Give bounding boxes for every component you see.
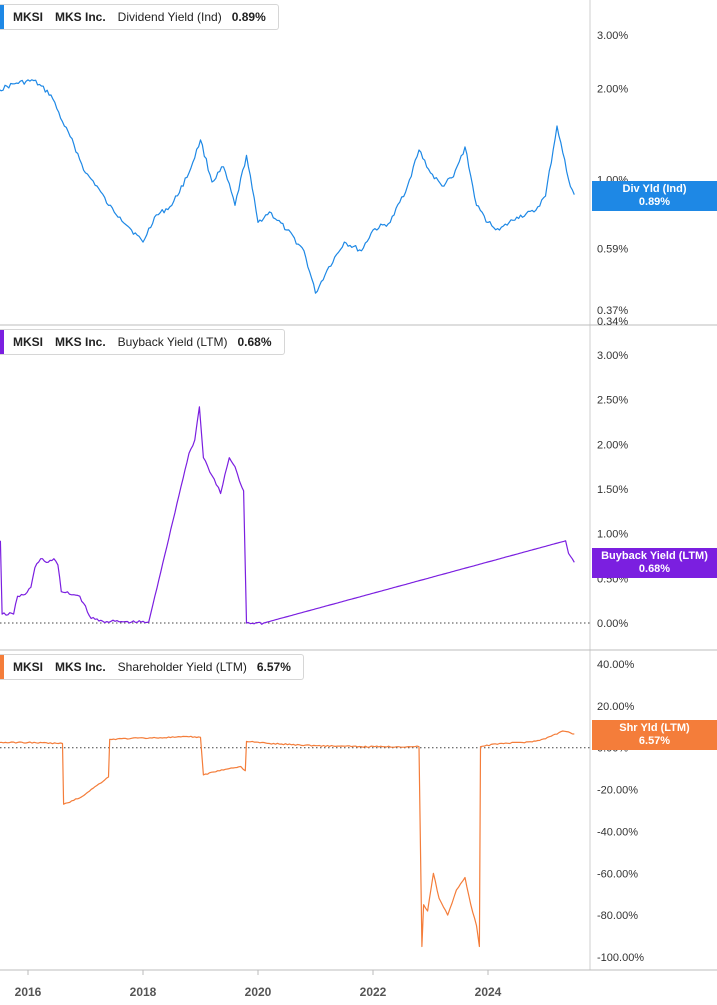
- legend-company: MKS Inc.: [55, 335, 106, 349]
- legend-color-swatch: [0, 330, 4, 354]
- y-tick-label: -100.00%: [597, 952, 644, 964]
- series-lines: [0, 79, 575, 948]
- y-tick-label: 2.50%: [597, 395, 628, 407]
- legend-ticker: MKSI: [13, 10, 43, 24]
- y-tick-label: 0.59%: [597, 244, 628, 256]
- badge-dividend-yield: Div Yld (Ind) 0.89%: [592, 181, 717, 211]
- y-tick-label: 40.00%: [597, 659, 635, 671]
- badge-label: Buyback Yield (LTM): [601, 550, 708, 562]
- badge-value: 0.89%: [638, 196, 671, 208]
- panel-dividers: [0, 0, 717, 971]
- x-tick-label: 2022: [360, 985, 387, 999]
- legend-company: MKS Inc.: [55, 660, 106, 674]
- badge-value: 0.68%: [638, 563, 671, 575]
- legend-value: 6.57%: [256, 660, 291, 674]
- x-tick-label: 2024: [475, 985, 502, 999]
- y-tick-label: -80.00%: [597, 910, 638, 922]
- y-axis-tick-labels: 3.00%2.00%1.00%0.81%0.59%0.37%0.34%3.00%…: [597, 30, 644, 964]
- badge-shareholder-yield: Shr Yld (LTM) 6.57%: [592, 720, 717, 750]
- y-tick-label: 1.50%: [597, 484, 628, 496]
- shareholder-yield-series-line: [0, 730, 575, 948]
- legend-color-swatch: [0, 5, 4, 29]
- y-tick-label: 1.00%: [597, 529, 628, 541]
- legend-company: MKS Inc.: [55, 10, 106, 24]
- y-tick-label: 0.00%: [597, 618, 628, 630]
- legend-metric: Shareholder Yield (LTM): [117, 660, 247, 674]
- dividend-yield-series-line: [0, 79, 575, 294]
- y-tick-label: 0.34%: [597, 316, 628, 328]
- legend-ticker: MKSI: [13, 335, 43, 349]
- legend-metric: Buyback Yield (LTM): [117, 335, 228, 349]
- y-tick-label: 3.00%: [597, 30, 628, 42]
- badge-value: 6.57%: [638, 735, 671, 747]
- buyback-yield-series-line: [0, 406, 575, 625]
- y-tick-label: -20.00%: [597, 785, 638, 797]
- x-tick-label: 2018: [130, 985, 157, 999]
- legend-value: 0.68%: [237, 335, 272, 349]
- legend-metric: Dividend Yield (Ind): [117, 10, 222, 24]
- legend-dividend-yield[interactable]: MKSI MKS Inc. Dividend Yield (Ind) 0.89%: [0, 4, 279, 30]
- legend-ticker: MKSI: [13, 660, 43, 674]
- y-tick-label: -60.00%: [597, 868, 638, 880]
- x-tick-label: 2020: [245, 985, 272, 999]
- badge-label: Div Yld (Ind): [622, 183, 687, 195]
- y-tick-label: 2.00%: [597, 439, 628, 451]
- y-tick-label: 0.37%: [597, 305, 628, 317]
- badge-label: Shr Yld (LTM): [619, 722, 690, 734]
- legend-shareholder-yield[interactable]: MKSI MKS Inc. Shareholder Yield (LTM) 6.…: [0, 654, 304, 680]
- y-tick-label: -40.00%: [597, 826, 638, 838]
- y-tick-label: 20.00%: [597, 701, 635, 713]
- x-tick-label: 2016: [15, 985, 42, 999]
- y-tick-label: 2.00%: [597, 83, 628, 95]
- badge-buyback-yield: Buyback Yield (LTM) 0.68%: [592, 548, 717, 578]
- y-tick-label: 3.00%: [597, 350, 628, 362]
- legend-color-swatch: [0, 655, 4, 679]
- legend-value: 0.89%: [231, 10, 266, 24]
- x-axis-tick-labels: 2016 2018 2020 2022 2024: [15, 970, 502, 999]
- legend-buyback-yield[interactable]: MKSI MKS Inc. Buyback Yield (LTM) 0.68%: [0, 329, 285, 355]
